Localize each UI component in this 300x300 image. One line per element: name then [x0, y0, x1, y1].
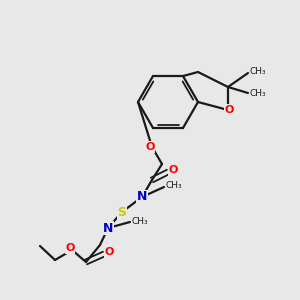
- Text: N: N: [103, 221, 113, 235]
- Text: CH₃: CH₃: [166, 182, 183, 190]
- Text: CH₃: CH₃: [132, 217, 148, 226]
- Text: O: O: [224, 105, 234, 115]
- Text: S: S: [118, 206, 127, 218]
- Text: CH₃: CH₃: [250, 89, 267, 98]
- Text: O: O: [104, 247, 114, 257]
- Text: O: O: [145, 142, 155, 152]
- Text: N: N: [137, 190, 147, 203]
- Text: CH₃: CH₃: [250, 68, 267, 76]
- Text: O: O: [65, 243, 75, 253]
- Text: O: O: [168, 165, 178, 175]
